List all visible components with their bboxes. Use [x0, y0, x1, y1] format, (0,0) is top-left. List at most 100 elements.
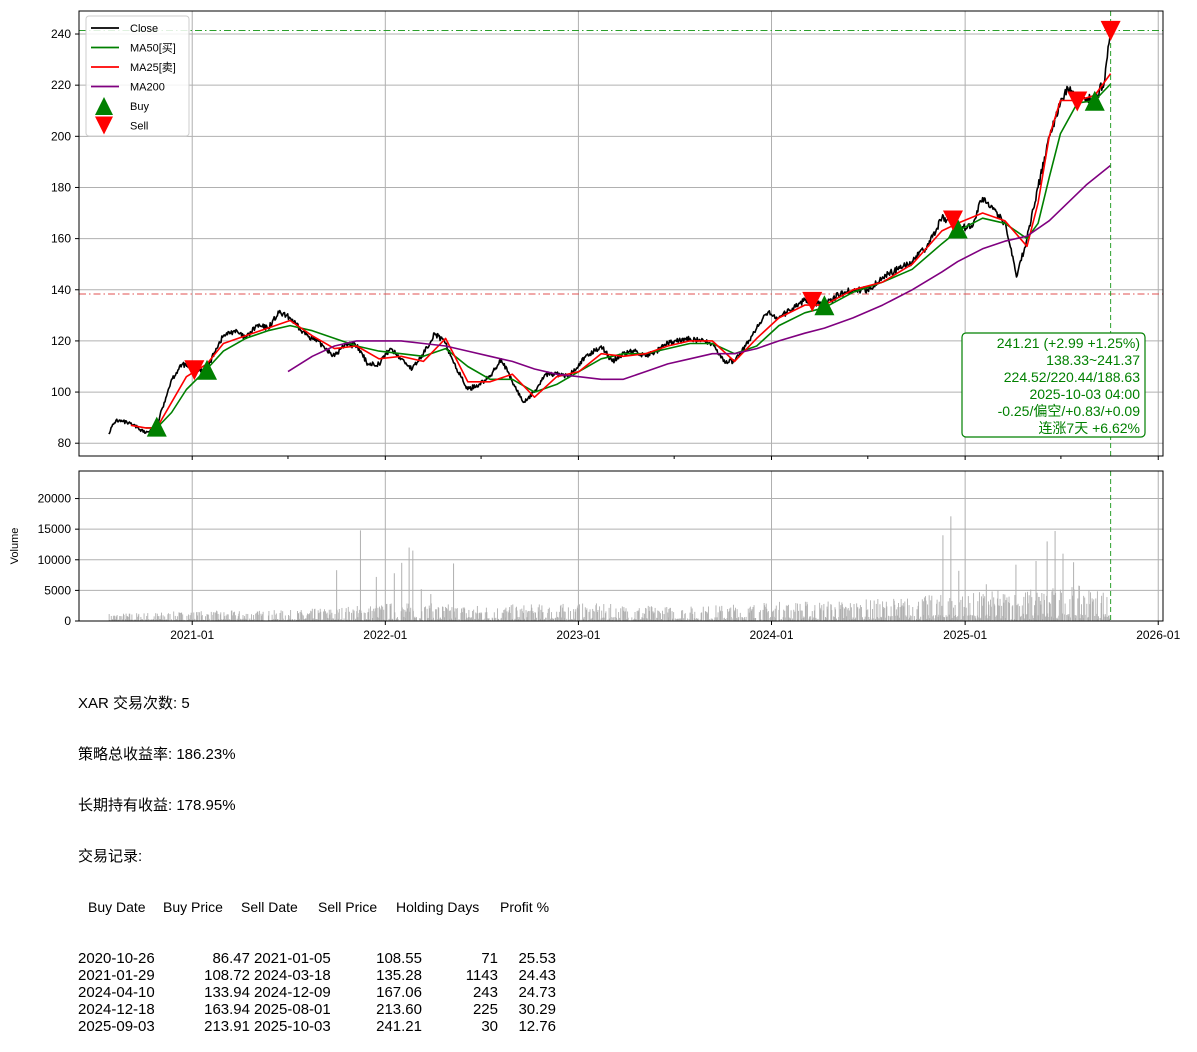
volume-frame: [78, 470, 1164, 622]
buy-marker: [947, 218, 968, 239]
record-buy-price: 163.94: [204, 1001, 250, 1018]
legend-label: MA25[卖]: [130, 61, 176, 74]
legend: Close MA50[买] MA25[卖] MA200 Buy Sell: [85, 15, 190, 137]
sell-marker: [1067, 91, 1088, 112]
price-y-tick-label: 140: [51, 283, 71, 297]
annotation-line: 241.21 (+2.99 +1.25%): [997, 335, 1140, 351]
records-label: 交易记录:: [78, 848, 143, 865]
annotation-line: 138.33~241.37: [1046, 352, 1140, 368]
record-profit: 25.53: [518, 950, 556, 967]
record-buy-date: 2024-12-18: [78, 1001, 155, 1018]
record-row: 2021-01-29 108.72 2024-03-18 135.28 1143 24.4…: [78, 967, 556, 984]
record-holding-days: 71: [481, 950, 498, 967]
sell-marker: [802, 291, 823, 312]
stock-chart: 80 100 120 140 160 180 200 220 240 Close MA50[买] MA…: [9, 10, 1181, 642]
annotation-line: -0.25/偏空/+0.83/+0.09: [998, 403, 1141, 419]
buy-marker: [146, 416, 167, 437]
sell-marker: [184, 360, 205, 381]
annotation-line: 2025-10-03 04:00: [1029, 386, 1140, 402]
record-sell-price: 135.28: [376, 967, 422, 984]
price-y-tick-label: 160: [51, 232, 71, 246]
annotation-line: 连涨7天 +6.62%: [1038, 420, 1140, 436]
records-body: 2020-10-26 86.47 2021-01-05 108.55 71 25.53 20…: [78, 950, 556, 1035]
record-holding-days: 1143: [465, 967, 498, 984]
x-tick-label: 2022-01: [363, 628, 407, 642]
legend-box: [85, 15, 190, 137]
annotation-line: 224.52/220.44/188.63: [1004, 369, 1140, 385]
buy-marker: [1084, 90, 1105, 111]
record-buy-price: 108.72: [204, 967, 250, 984]
record-buy-date: 2025-09-03: [78, 1018, 155, 1035]
price-annotation: 241.21 (+2.99 +1.25%)138.33~241.37224.52…: [961, 332, 1146, 438]
x-tick-label: 2023-01: [556, 628, 600, 642]
volume-y-tick-label: 20000: [38, 492, 72, 506]
buy-marker: [197, 359, 218, 380]
annotation-box: [961, 332, 1146, 438]
legend-label: MA200: [130, 82, 165, 94]
legend-sell-swatch: [95, 116, 113, 135]
strategy-return: 策略总收益率: 186.23%: [78, 746, 236, 763]
legend-label: Close: [130, 23, 158, 35]
record-sell-date: 2021-01-05: [254, 950, 331, 967]
price-y-tick-label: 220: [51, 78, 71, 92]
price-frame: [78, 10, 1164, 457]
series-line-3: [287, 164, 1112, 381]
price-y-tick-label: 80: [58, 436, 72, 450]
price-y-tick-label: 180: [51, 180, 71, 194]
col-sell-price: Sell Price: [318, 899, 378, 915]
col-buy-price: Buy Price: [163, 899, 223, 915]
record-holding-days: 30: [481, 1018, 498, 1035]
record-holding-days: 225: [472, 1001, 498, 1018]
record-sell-price: 167.06: [376, 984, 422, 1001]
x-tick-label: 2026-01: [1136, 628, 1180, 642]
col-sell-date: Sell Date: [241, 899, 298, 915]
record-profit: 12.76: [518, 1018, 556, 1035]
report-title: XAR 交易次数: 5: [78, 695, 190, 712]
record-sell-date: 2025-08-01: [254, 1001, 331, 1018]
x-tick-label: 2021-01: [170, 628, 214, 642]
col-holding-days: Holding Days: [396, 899, 480, 915]
x-tick-label: 2025-01: [943, 628, 987, 642]
volume-y-tick-label: 0: [64, 614, 71, 628]
volume-y-tick-label: 15000: [38, 522, 72, 536]
volume-panel: 2021-01 2022-01 2023-01 2024-01 2025-01 2026-…: [9, 470, 1181, 642]
record-sell-date: 2024-12-09: [254, 984, 331, 1001]
price-y-tick-label: 100: [51, 385, 71, 399]
record-holding-days: 243: [472, 984, 498, 1001]
series-line-1: [145, 83, 1112, 429]
price-y-tick-label: 120: [51, 334, 71, 348]
col-profit: Profit %: [500, 899, 550, 915]
legend-buy-swatch: [95, 97, 113, 115]
record-row: 2024-04-10 133.94 2024-12-09 167.06 243 24.73: [78, 984, 556, 1001]
record-row: 2025-09-03 213.91 2025-10-03 241.21 30 12.76: [78, 1018, 556, 1035]
sell-marker: [1100, 20, 1121, 41]
record-buy-price: 86.47: [212, 950, 250, 967]
x-tick-label: 2024-01: [749, 628, 793, 642]
legend-label: Sell: [130, 121, 148, 133]
record-sell-price: 108.55: [376, 950, 422, 967]
records-header: Buy Date Buy Price Sell Date Sell Price …: [78, 899, 556, 916]
record-sell-date: 2025-10-03: [254, 1018, 331, 1035]
record-buy-price: 213.91: [204, 1018, 250, 1035]
record-sell-date: 2024-03-18: [254, 967, 331, 984]
price-y-tick-label: 240: [51, 27, 71, 41]
record-profit: 24.73: [518, 984, 556, 1001]
record-sell-price: 213.60: [376, 1001, 422, 1018]
record-buy-date: 2024-04-10: [78, 984, 155, 1001]
record-profit: 30.29: [518, 1001, 556, 1018]
record-row: 2020-10-26 86.47 2021-01-05 108.55 71 25.53: [78, 950, 556, 967]
series-line-2: [130, 73, 1112, 429]
record-buy-date: 2020-10-26: [78, 950, 155, 967]
record-row: 2024-12-18 163.94 2025-08-01 213.60 225 30.29: [78, 1001, 556, 1018]
hold-return: 长期持有收益: 178.95%: [78, 797, 236, 814]
buy-marker: [814, 295, 835, 316]
price-y-tick-label: 200: [51, 129, 71, 143]
series-line-0: [108, 30, 1112, 435]
record-buy-date: 2021-01-29: [78, 967, 155, 984]
price-panel: 80 100 120 140 160 180 200 220 240 Close MA50[买] MA…: [51, 10, 1164, 460]
record-buy-price: 133.94: [204, 984, 250, 1001]
volume-axis-label: Volume: [9, 528, 21, 565]
record-sell-price: 241.21: [376, 1018, 422, 1035]
record-profit: 24.43: [518, 967, 556, 984]
sell-marker: [942, 210, 963, 231]
